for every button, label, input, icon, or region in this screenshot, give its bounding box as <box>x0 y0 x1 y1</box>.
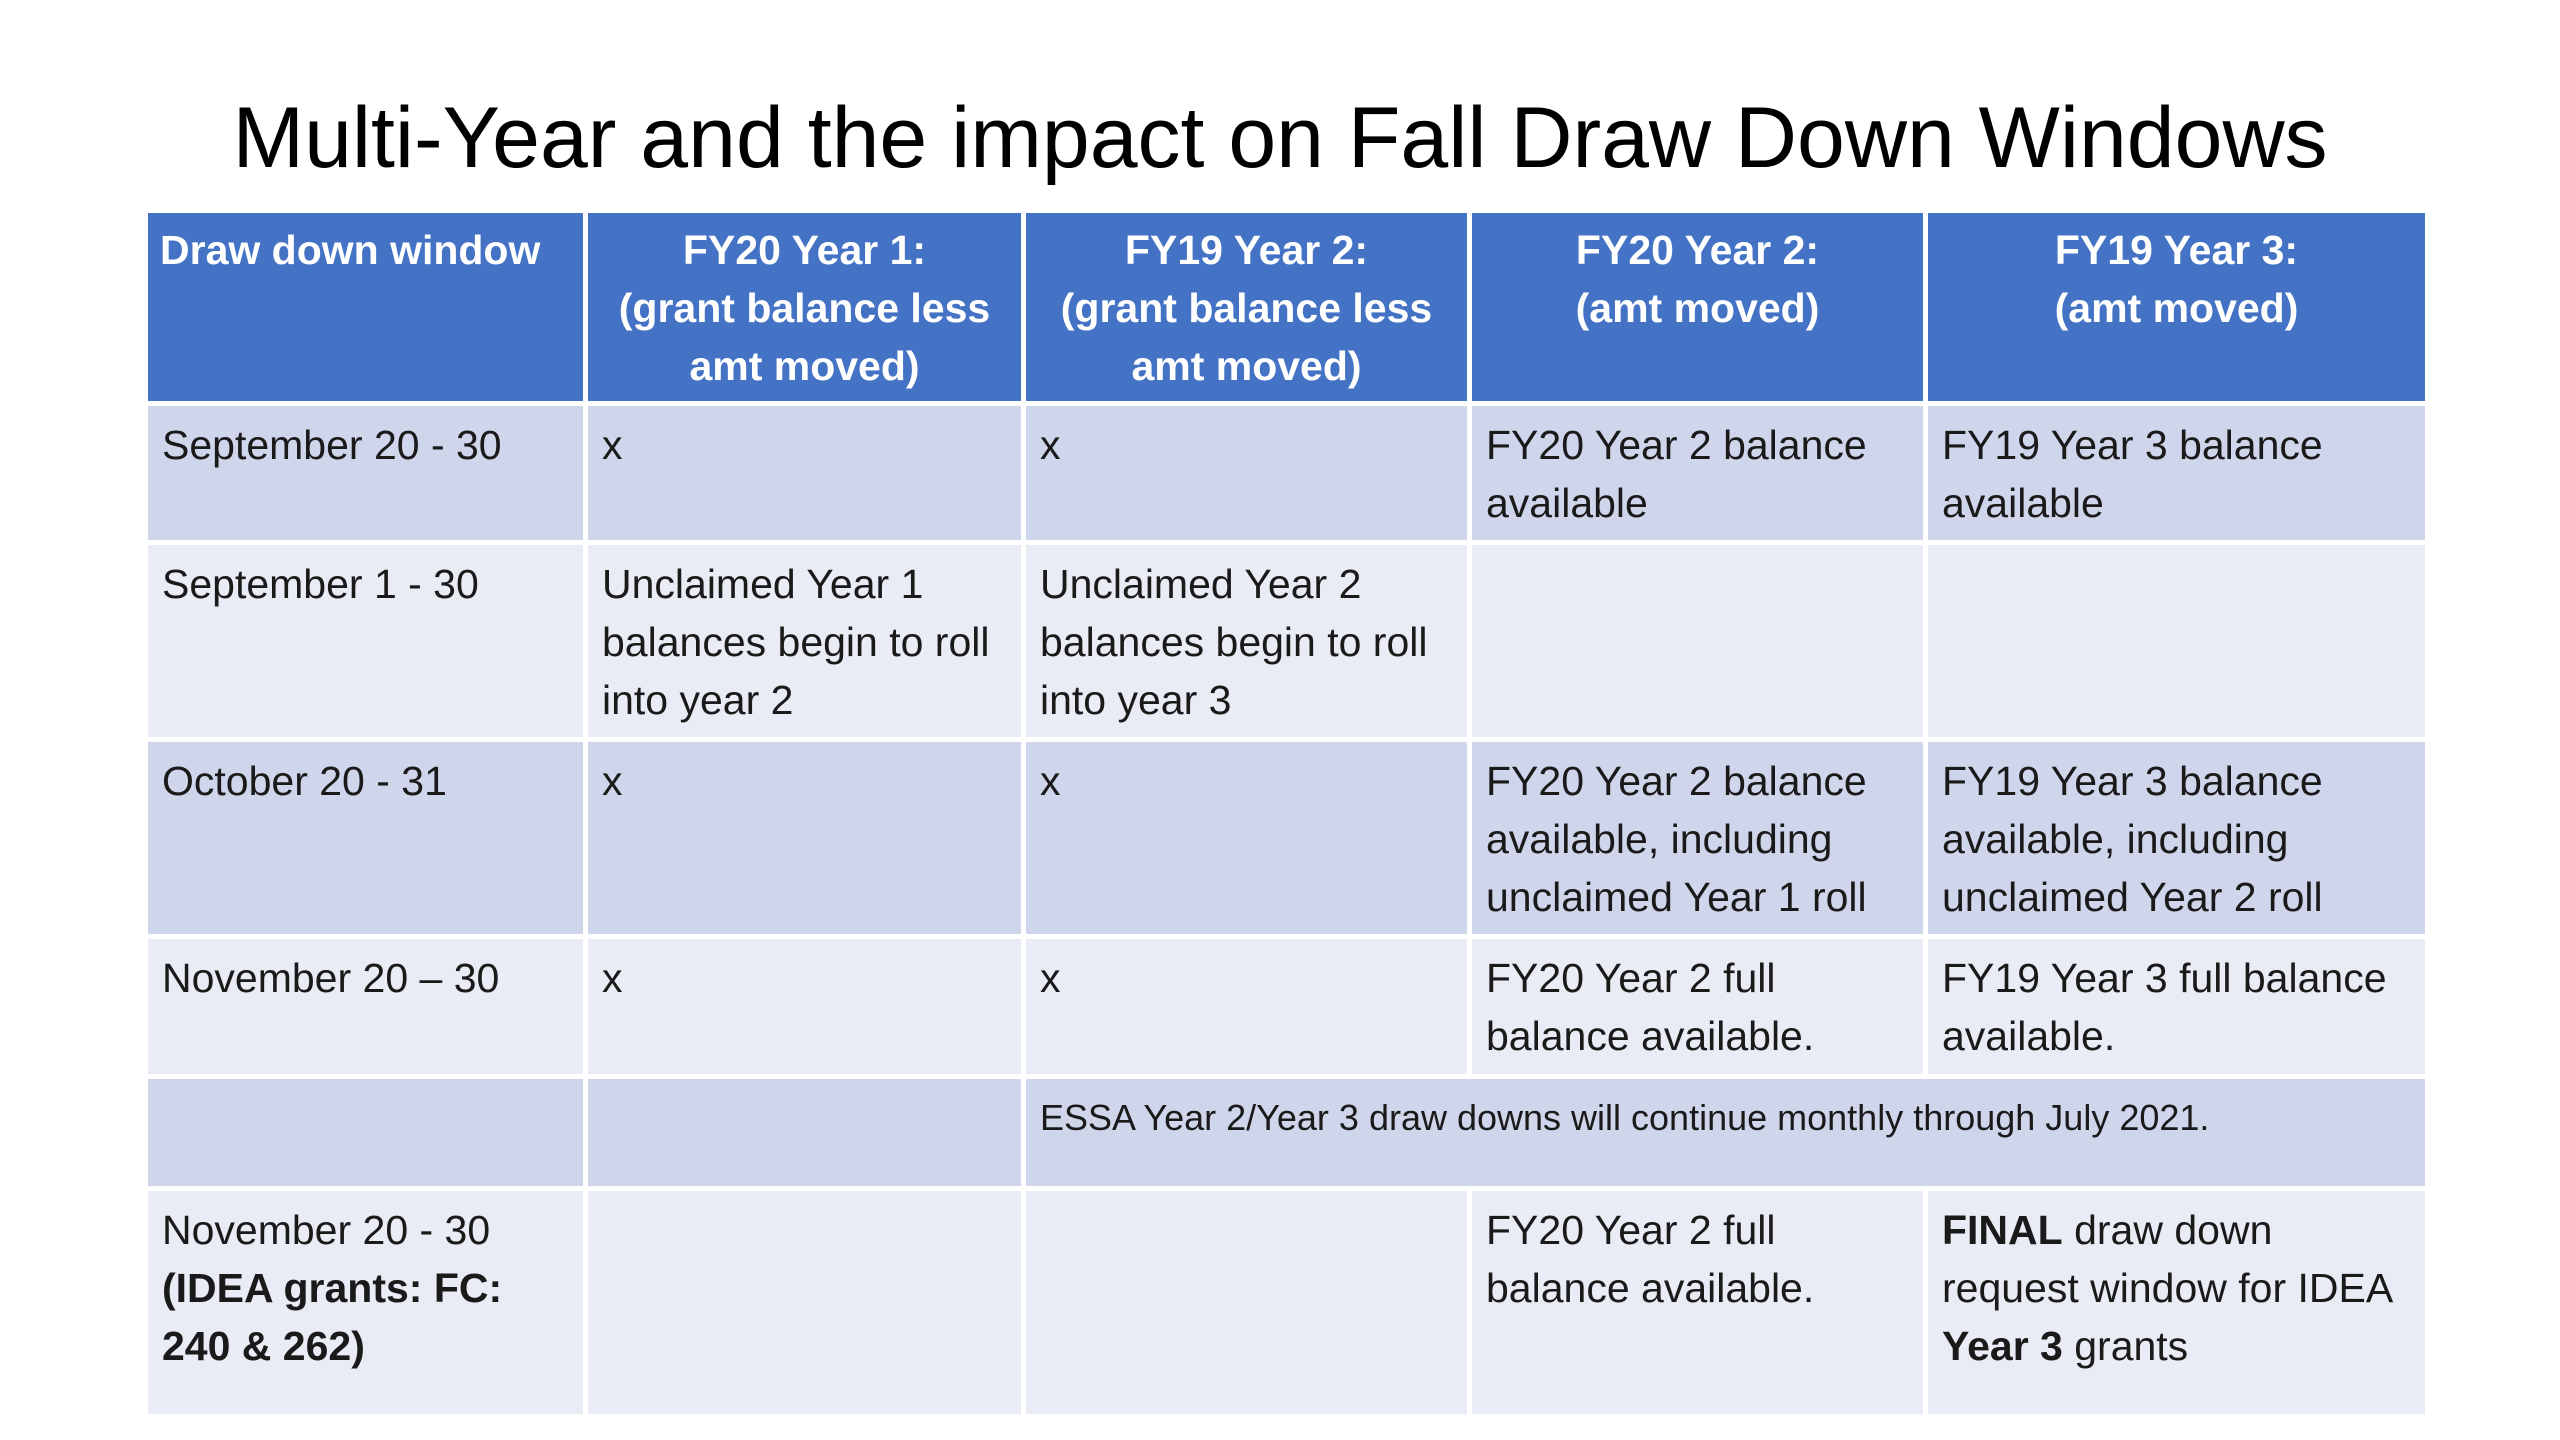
table-header-row: Draw down window FY20 Year 1: (grant bal… <box>143 208 2430 406</box>
cell-fy19-year2: x <box>1021 401 1472 545</box>
header-line: (amt moved) <box>1575 285 1820 331</box>
cell-window: November 20 – 30 <box>143 934 588 1079</box>
slide-title: Multi-Year and the impact on Fall Draw D… <box>232 90 2328 186</box>
cell-fy20-year1 <box>583 1074 1026 1191</box>
header-line: FY19 Year 3: <box>2054 227 2299 273</box>
cell-fy20-year2: FY20 Year 2 balance available, including… <box>1467 737 1928 939</box>
table-row: September 20 - 30 x x FY20 Year 2 balanc… <box>143 401 2430 545</box>
header-fy20-year2: FY20 Year 2: (amt moved) <box>1467 208 1928 406</box>
header-line: (amt moved) <box>2054 285 2299 331</box>
table-row: October 20 - 31 x x FY20 Year 2 balance … <box>143 737 2430 939</box>
header-fy19-year3: FY19 Year 3: (amt moved) <box>1923 208 2430 406</box>
table-row: November 20 – 30 x x FY20 Year 2 full ba… <box>143 934 2430 1079</box>
table-row: November 20 - 30 (IDEA grants: FC: 240 &… <box>143 1186 2430 1419</box>
cell-fy19-year3: FINAL draw down request window for IDEA … <box>1923 1186 2430 1419</box>
year3-label: Year 3 <box>1942 1323 2063 1369</box>
cell-window: September 20 - 30 <box>143 401 588 545</box>
header-line: FY20 Year 2: <box>1575 227 1820 273</box>
cell-window: September 1 - 30 <box>143 540 588 742</box>
cell-fy20-year2 <box>1467 540 1928 742</box>
final-label: FINAL <box>1942 1207 2063 1253</box>
cell-fy20-year1: x <box>583 934 1026 1079</box>
cell-essa-note: ESSA Year 2/Year 3 draw downs will conti… <box>1021 1074 2430 1191</box>
idea-grants-label: (IDEA grants: FC: 240 & 262) <box>162 1265 503 1369</box>
table-row: September 1 - 30 Unclaimed Year 1 balanc… <box>143 540 2430 742</box>
header-line: amt moved) <box>1131 343 1362 389</box>
cell-fy19-year3 <box>1923 540 2430 742</box>
header-line: FY19 Year 2: <box>1124 227 1369 273</box>
cell-fy20-year1 <box>583 1186 1026 1419</box>
draw-down-table: Draw down window FY20 Year 1: (grant bal… <box>143 208 2430 1419</box>
cell-fy20-year1: x <box>583 401 1026 545</box>
header-draw-down-window: Draw down window <box>143 208 588 406</box>
header-line: (grant balance less <box>618 285 991 331</box>
table-row: ESSA Year 2/Year 3 draw downs will conti… <box>143 1074 2430 1191</box>
header-line: (grant balance less <box>1060 285 1433 331</box>
cell-fy20-year1: Unclaimed Year 1 balances begin to roll … <box>583 540 1026 742</box>
cell-fy19-year3: FY19 Year 3 full balance available. <box>1923 934 2430 1079</box>
cell-fy19-year2: Unclaimed Year 2 balances begin to roll … <box>1021 540 1472 742</box>
cell-fy20-year1: x <box>583 737 1026 939</box>
cell-fy19-year3: FY19 Year 3 balance available <box>1923 401 2430 545</box>
cell-fy19-year2 <box>1021 1186 1472 1419</box>
header-fy20-year1: FY20 Year 1: (grant balance less amt mov… <box>583 208 1026 406</box>
header-fy19-year2: FY19 Year 2: (grant balance less amt mov… <box>1021 208 1472 406</box>
cell-fy19-year2: x <box>1021 737 1472 939</box>
cell-fy20-year2: FY20 Year 2 full balance available. <box>1467 934 1928 1079</box>
cell-window: October 20 - 31 <box>143 737 588 939</box>
cell-fy19-year3: FY19 Year 3 balance available, including… <box>1923 737 2430 939</box>
grants-text: grants <box>2062 1323 2189 1369</box>
window-label: November 20 - 30 <box>162 1207 491 1253</box>
cell-window <box>143 1074 588 1191</box>
cell-window: November 20 - 30 (IDEA grants: FC: 240 &… <box>143 1186 588 1419</box>
header-line: Draw down window <box>160 227 541 273</box>
cell-fy20-year2: FY20 Year 2 full balance available. <box>1467 1186 1928 1419</box>
cell-fy19-year2: x <box>1021 934 1472 1079</box>
header-line: amt moved) <box>689 343 920 389</box>
cell-fy20-year2: FY20 Year 2 balance available <box>1467 401 1928 545</box>
header-line: FY20 Year 1: <box>682 227 927 273</box>
final-text: draw down request window for IDEA <box>1942 1207 2391 1311</box>
